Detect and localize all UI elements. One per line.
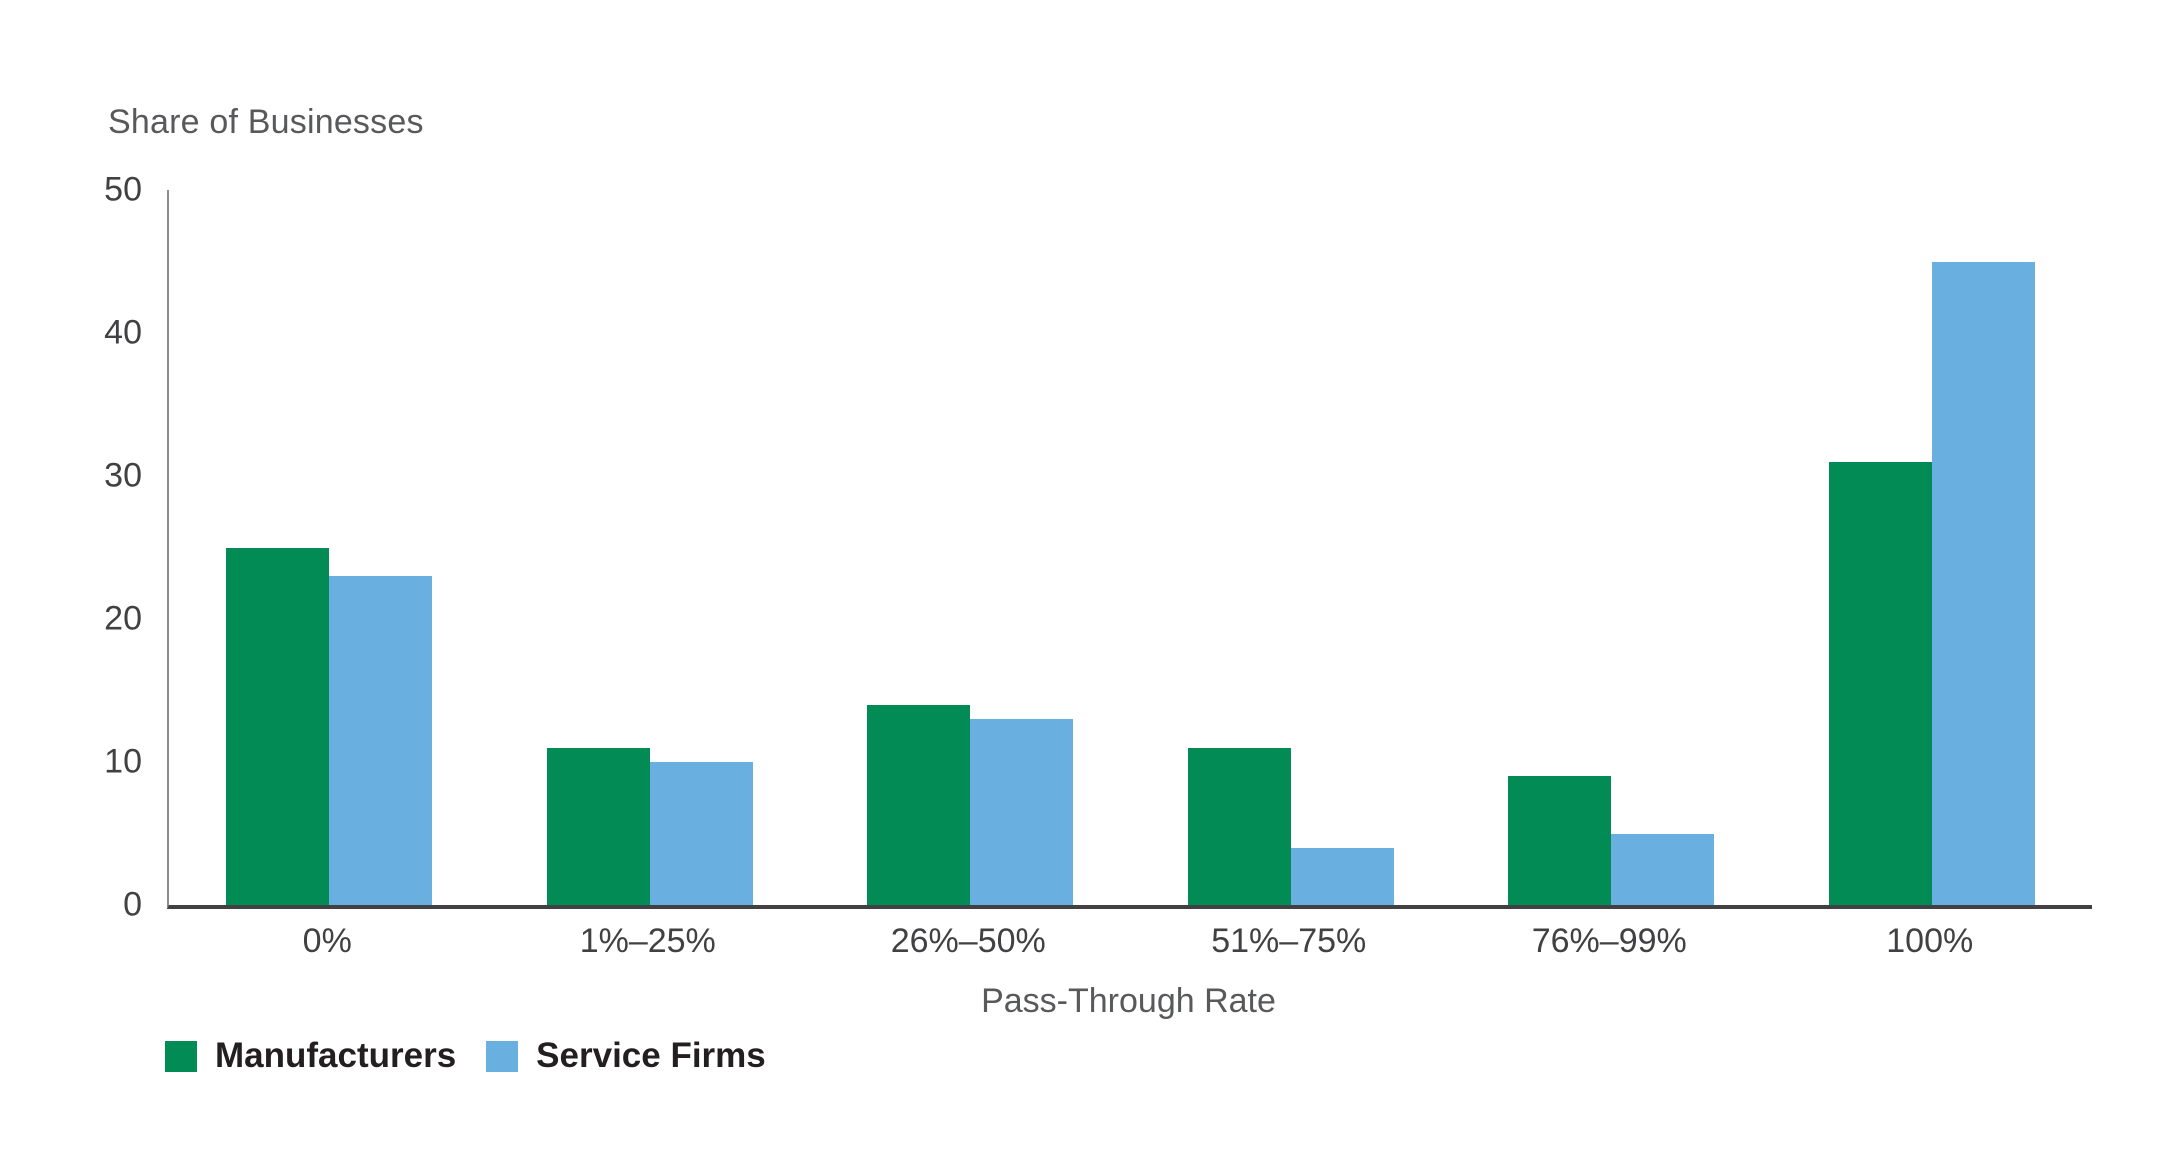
legend-item-manufacturers: Manufacturers [165,1036,456,1076]
bar-service-firms-100 [1931,261,2035,905]
bar-manufacturers-51-75 [1187,747,1291,905]
plot-area: 0 10 20 30 40 50 [104,171,2092,924]
legend-label-service-firms: Service Firms [536,1036,766,1075]
x-tick-label-0: 0% [302,922,352,960]
y-tick-label-40: 40 [104,313,142,352]
x-tick-label-51-75: 51%–75% [1211,922,1367,960]
bar-group-1-25 [490,190,811,905]
y-axis-title: Share of Businesses [108,103,424,141]
bar-service-firms-51-75 [1290,847,1394,905]
bar-group-26-50 [810,190,1131,905]
bar-manufacturers-100 [1828,461,1932,905]
legend-label-manufacturers: Manufacturers [215,1036,457,1075]
legend-swatch-manufacturers [165,1040,197,1072]
bar-manufacturers-26-50 [867,704,971,905]
bar-manufacturers-1-25 [546,747,650,905]
bar-group-100 [1772,190,2093,905]
x-tick-label-26-50: 26%–50% [890,922,1046,960]
bar-service-firms-1-25 [649,762,753,905]
x-tick-label-76-99: 76%–99% [1531,922,1687,960]
bar-manufacturers-0 [226,547,330,905]
bar-group-76-99 [1451,190,1772,905]
bar-group-0 [169,190,490,905]
bar-manufacturers-76-99 [1508,776,1612,905]
bar-group-51-75 [1131,190,1452,905]
x-tick-label-1-25: 1%–25% [579,922,716,960]
y-tick-label-50: 50 [104,170,142,209]
legend-swatch-service-firms [486,1040,519,1072]
y-tick-label-10: 10 [104,742,142,781]
bar-service-firms-76-99 [1611,833,1715,905]
x-tick-label-100: 100% [1886,922,1974,960]
bar-service-firms-26-50 [970,719,1074,905]
legend: Manufacturers Service Firms [165,1036,766,1076]
legend-item-service-firms: Service Firms [486,1036,766,1076]
y-tick-label-0: 0 [123,885,142,924]
y-tick-label-30: 30 [104,456,142,495]
y-tick-label-20: 20 [104,599,142,638]
bars-container [169,190,2092,905]
x-axis-title: Pass-Through Rate [981,982,1276,1020]
bar-service-firms-0 [329,576,433,905]
x-axis-tick-labels: 0% 1%–25% 26%–50% 51%–75% 76%–99% 100% [167,922,2090,961]
